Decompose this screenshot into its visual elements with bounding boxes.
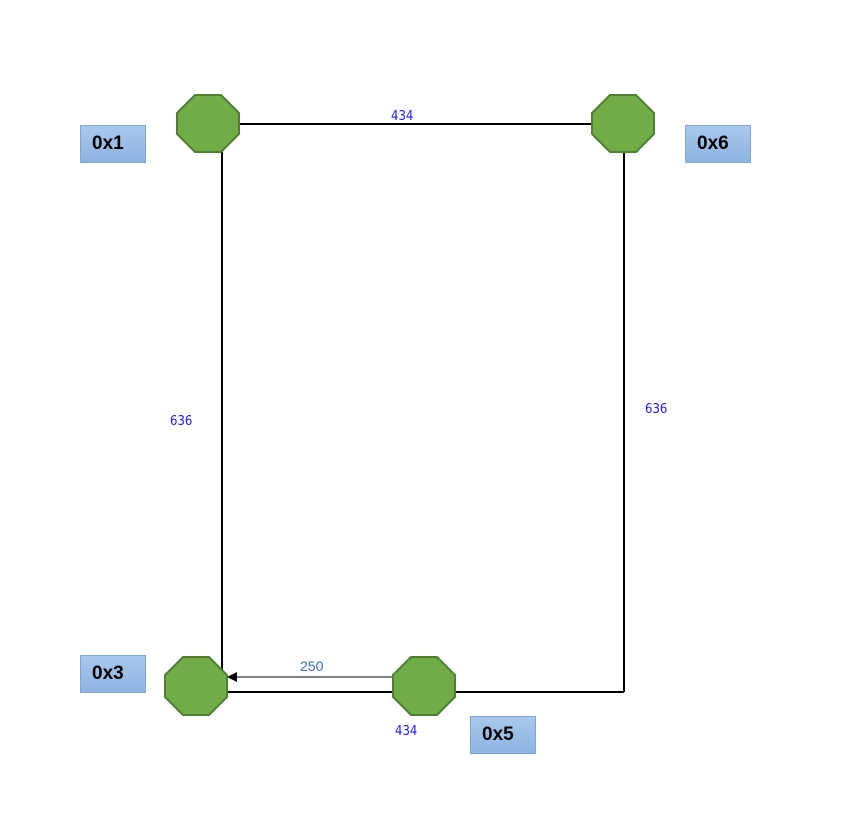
edge-label-top: 434 — [391, 109, 413, 124]
router-node-0x1[interactable] — [177, 95, 239, 152]
router-node-0x3[interactable] — [165, 657, 227, 715]
node-label-0x3: 0x3 — [80, 655, 146, 693]
router-node-0x6[interactable] — [592, 95, 654, 152]
node-label-0x5: 0x5 — [470, 716, 536, 754]
edge-label-bottom: 434 — [395, 724, 417, 739]
edge-label-arrow: 250 — [300, 658, 324, 674]
node-label-0x1: 0x1 — [80, 125, 146, 163]
node-label-0x6: 0x6 — [685, 125, 751, 163]
router-node-0x5[interactable] — [393, 657, 455, 715]
edge-label-right: 636 — [645, 402, 667, 417]
edge-label-left: 636 — [170, 414, 192, 429]
